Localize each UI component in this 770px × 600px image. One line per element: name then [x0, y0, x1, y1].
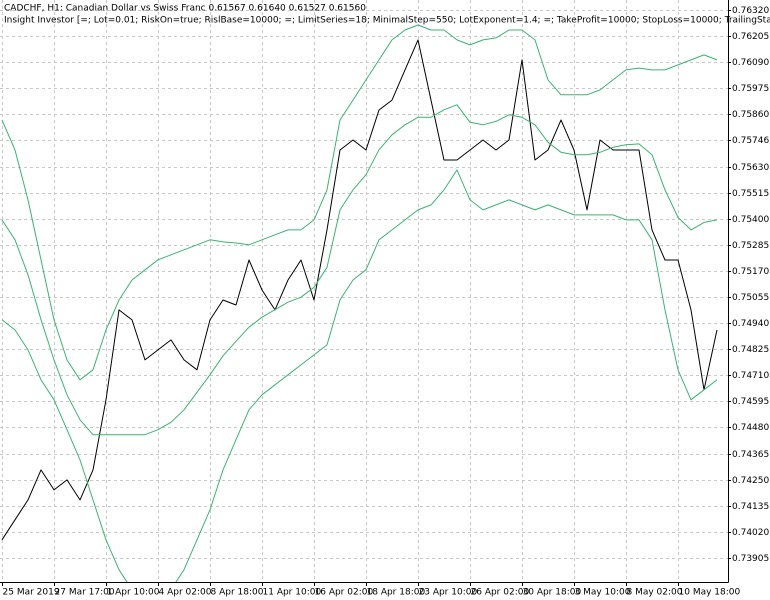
x-tick-label: 23 Apr 10:00: [419, 588, 478, 598]
y-tick-label: 0.75400: [732, 215, 769, 225]
labels: 0.76320 0.76205 0.76090 0.75975 0.75860 0.757…: [2, 6, 769, 598]
y-tick-label: 0.74595: [732, 397, 769, 407]
y-tick-label: 0.75860: [732, 110, 769, 120]
x-tick-label: 1 Apr 10:00: [107, 588, 160, 598]
y-tick-label: 0.76205: [732, 32, 769, 42]
x-tick-label: 25 Mar 2019: [3, 588, 60, 598]
y-tick-label: 0.74710: [732, 371, 769, 381]
y-tick-label: 0.74020: [732, 528, 769, 538]
series-line: [1, 39, 718, 541]
x-tick-label: 10 May 18:00: [679, 588, 741, 598]
series-line: [1, 24, 718, 381]
x-tick-label: 3 May 10:00: [575, 588, 631, 598]
x-tick-label: 4 Apr 02:00: [159, 588, 212, 598]
y-tick-label: 0.76320: [732, 6, 769, 16]
y-tick-label: 0.75515: [732, 189, 769, 199]
y-tick-label: 0.76090: [732, 58, 769, 68]
y-tick-label: 0.75170: [732, 267, 769, 277]
grid: [0, 0, 728, 582]
y-tick-label: 0.74250: [732, 476, 769, 486]
series-line: [1, 169, 718, 582]
series-line: [1, 104, 718, 436]
x-tick-label: 30 Apr 18:00: [523, 588, 582, 598]
y-tick-label: 0.74825: [732, 345, 769, 355]
y-tick-label: 0.75285: [732, 241, 769, 251]
x-tick-label: 8 May 02:00: [627, 588, 683, 598]
x-tick-label: 11 Apr 10:00: [263, 588, 322, 598]
y-tick-label: 0.74940: [732, 319, 769, 329]
x-tick-label: 16 Apr 02:00: [315, 588, 374, 598]
y-tick-label: 0.75975: [732, 84, 769, 94]
x-tick-label: 8 Apr 18:00: [211, 588, 264, 598]
y-tick-label: 0.75630: [732, 163, 769, 173]
chart-subtitle: Insight Investor [=; Lot=0.01; RiskOn=tr…: [4, 16, 770, 26]
y-tick-label: 0.74365: [732, 450, 769, 460]
y-tick-label: 0.74135: [732, 502, 769, 512]
y-tick-label: 0.75055: [732, 293, 769, 303]
y-tick-label: 0.75746: [732, 136, 769, 146]
y-tick-label: 0.74480: [732, 423, 769, 433]
x-tick-label: 27 Mar 17:00: [55, 588, 115, 598]
plot-area: [1, 24, 718, 582]
x-tick-label: 26 Apr 02:00: [471, 588, 530, 598]
y-tick-label: 0.73905: [732, 554, 769, 564]
chart-title: CADCHF, H1: Canadian Dollar vs Swiss Fra…: [4, 4, 366, 14]
x-tick-label: 18 Apr 18:00: [367, 588, 426, 598]
